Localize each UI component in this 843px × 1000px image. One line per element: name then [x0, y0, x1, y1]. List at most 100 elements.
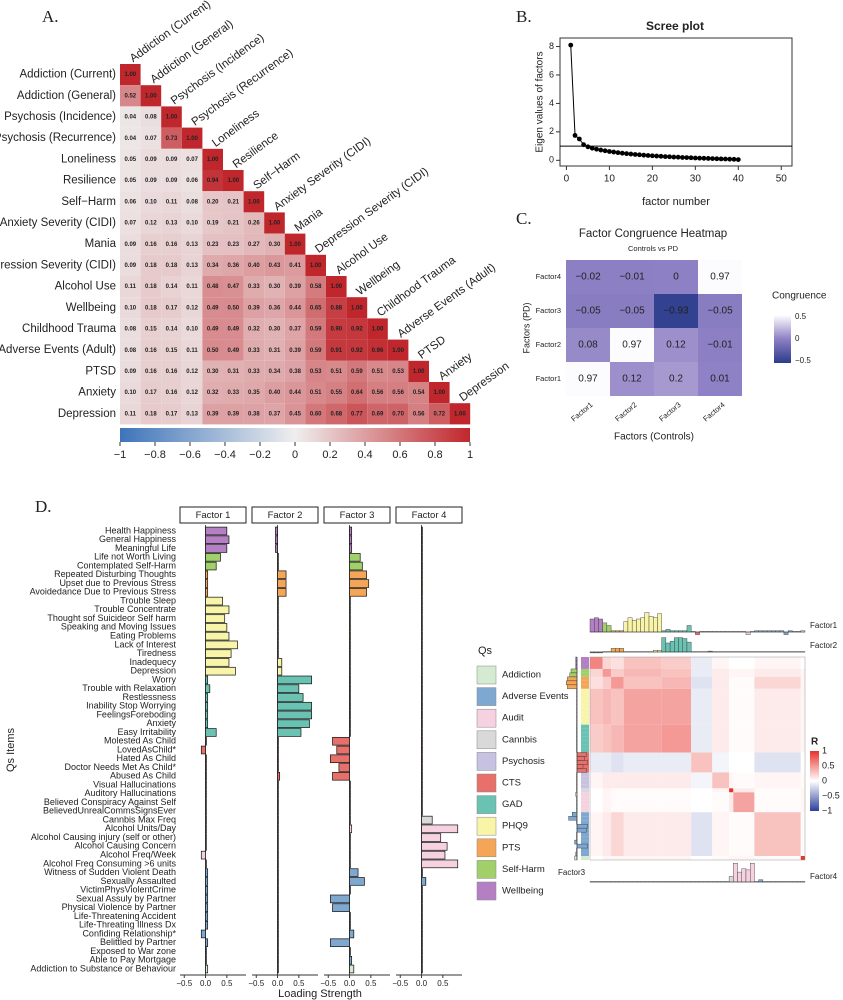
- cell-label: 0.68: [330, 411, 342, 417]
- cell: [387, 382, 409, 404]
- margin-bar: [589, 618, 595, 633]
- column-label: Wellbeing: [354, 259, 402, 298]
- x-tick-label: 40: [733, 174, 745, 185]
- cell-block: [729, 676, 734, 689]
- cell-block: [602, 676, 612, 689]
- cell-block: [590, 788, 603, 793]
- legend-label: Psychosis: [502, 756, 545, 767]
- y-axis-title: Factors (PD): [521, 302, 531, 353]
- group-strip: [581, 692, 589, 697]
- y-tick-label: 6: [549, 69, 554, 79]
- cell: [698, 260, 742, 294]
- bar: [421, 649, 423, 658]
- cell-block: [729, 772, 734, 789]
- cell-label: 1.00: [351, 305, 363, 311]
- bar: [277, 798, 279, 807]
- bar: [421, 947, 423, 956]
- cell: [202, 339, 223, 361]
- cell-block: [611, 724, 624, 753]
- margin-bar: [758, 879, 764, 883]
- cell-label: 1.00: [248, 199, 260, 205]
- bar: [338, 763, 350, 772]
- bar: [277, 850, 279, 860]
- cell-block: [691, 772, 713, 789]
- bar: [277, 553, 279, 562]
- cell-label: 0.08: [145, 115, 157, 121]
- cell-label: 0.97: [710, 272, 730, 283]
- legend-swatch: [476, 816, 497, 836]
- cell-label: 0.08: [124, 327, 136, 333]
- group-strip: [581, 808, 589, 813]
- bar: [277, 842, 279, 851]
- legend-title: Qs: [478, 645, 493, 657]
- cell: [223, 382, 244, 404]
- cell-block: [712, 724, 730, 753]
- cell: [326, 382, 347, 404]
- item-label: Life not Worth Living: [94, 552, 176, 562]
- cell: [566, 294, 610, 328]
- cell-label: 0.11: [125, 284, 137, 290]
- legend-tick-label: 1: [822, 745, 827, 755]
- cell: [387, 403, 409, 425]
- cell-block: [590, 752, 603, 773]
- item-label: Alcohol Units/Day: [105, 823, 177, 833]
- cell-label: 0.16: [166, 390, 178, 396]
- cell-block: [712, 752, 730, 773]
- cell: [140, 212, 162, 234]
- group-strip: [581, 852, 589, 857]
- bar: [336, 745, 350, 755]
- legend-swatch: [476, 881, 497, 901]
- bar: [275, 544, 278, 553]
- cell-label: 0.17: [166, 305, 178, 311]
- cell-label: 0.18: [145, 411, 157, 417]
- bar: [421, 701, 423, 711]
- cell: [202, 276, 223, 298]
- item-label: Alcohol Causing injury (self or other): [31, 832, 176, 842]
- item-label: Confiding Relationship*: [82, 928, 176, 938]
- bar: [205, 719, 209, 728]
- cell-block: [611, 752, 624, 773]
- cell: [326, 318, 347, 340]
- legend-swatch: [476, 795, 497, 814]
- margin-bar: [745, 631, 751, 635]
- margin-bar: [574, 839, 578, 845]
- cell: [284, 318, 306, 340]
- cell-label: 0.34: [269, 369, 281, 375]
- bar: [205, 710, 209, 720]
- bar: [205, 780, 207, 790]
- bar: [349, 815, 351, 825]
- bar: [205, 807, 207, 816]
- bar: [200, 850, 206, 860]
- cell: [161, 191, 182, 213]
- legend-label: Adverse Events: [502, 691, 569, 702]
- point: [705, 156, 711, 161]
- facet-label: Factor 3: [340, 510, 375, 521]
- bar: [349, 605, 351, 615]
- group-strip: [581, 657, 589, 661]
- cell-block: [754, 724, 801, 753]
- cell-label: 0.73: [166, 136, 178, 142]
- cell-label: 1.00: [454, 411, 466, 417]
- cell-label: 0.30: [269, 242, 281, 248]
- cell: [610, 362, 654, 396]
- cell-label: 1.00: [124, 72, 136, 78]
- point: [576, 136, 582, 142]
- margin-bar: [695, 631, 700, 635]
- cell-label: 0.94: [207, 178, 219, 184]
- group-strip: [581, 724, 589, 729]
- cell-block: [800, 792, 805, 813]
- bar: [349, 553, 361, 562]
- cell-label: 0.16: [145, 242, 157, 248]
- item-label: Trouble Concentrate: [94, 604, 176, 614]
- margin-bar: [572, 812, 578, 817]
- cell-label: 0.09: [145, 178, 157, 184]
- cell-label: 0.39: [248, 305, 260, 311]
- cell-block: [754, 657, 801, 669]
- cell-block: [691, 856, 713, 860]
- cell-label: 0.11: [186, 348, 198, 354]
- cell: [140, 276, 162, 298]
- chart-title: Scree plot: [646, 19, 704, 33]
- cell: [223, 360, 244, 382]
- cell: [367, 318, 388, 340]
